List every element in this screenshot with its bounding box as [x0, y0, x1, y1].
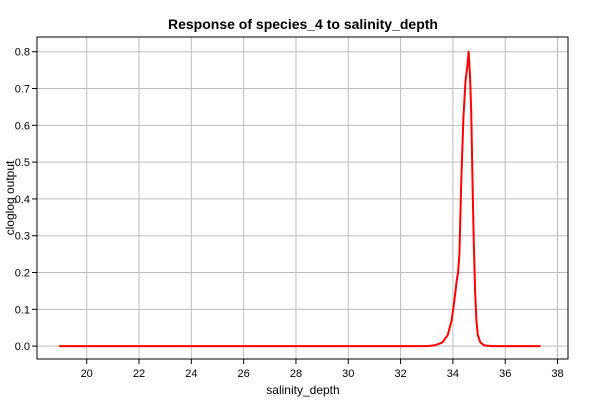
x-tick-label: 28 [290, 368, 302, 380]
x-tick-label: 34 [447, 368, 459, 380]
y-tick-label: 0.8 [15, 47, 30, 59]
y-tick-label: 0.6 [15, 120, 30, 132]
x-tick-label: 22 [133, 368, 145, 380]
y-tick-label: 0.7 [15, 84, 30, 96]
x-axis-label: salinity_depth [266, 383, 339, 397]
x-tick-label: 36 [499, 368, 511, 380]
chart-title: Response of species_4 to salinity_depth [168, 16, 438, 32]
plot-frame [36, 36, 569, 360]
x-tick-label: 30 [342, 368, 354, 380]
x-tick-label: 26 [238, 368, 250, 380]
x-tick-label: 24 [185, 368, 197, 380]
y-tick-label: 0.4 [15, 194, 30, 206]
x-tick-label: 32 [394, 368, 406, 380]
y-tick-label: 0.2 [15, 268, 30, 280]
axis-ticks: 20 22 24 26 28 30 32 34 36 38 0.0 0.1 0.2 0.3 0.4 0.5 0.… [15, 47, 564, 380]
grid [37, 37, 568, 359]
y-axis-label: cloglog output [3, 160, 17, 235]
series-layer [59, 50, 541, 348]
y-tick-label: 0.5 [15, 157, 30, 169]
y-tick-label: 0.1 [15, 304, 30, 316]
x-tick-label: 20 [81, 368, 93, 380]
response-curve [59, 50, 541, 348]
y-tick-label: 0.0 [15, 341, 30, 353]
x-tick-label: 38 [551, 368, 563, 380]
y-tick-label: 0.3 [15, 231, 30, 243]
